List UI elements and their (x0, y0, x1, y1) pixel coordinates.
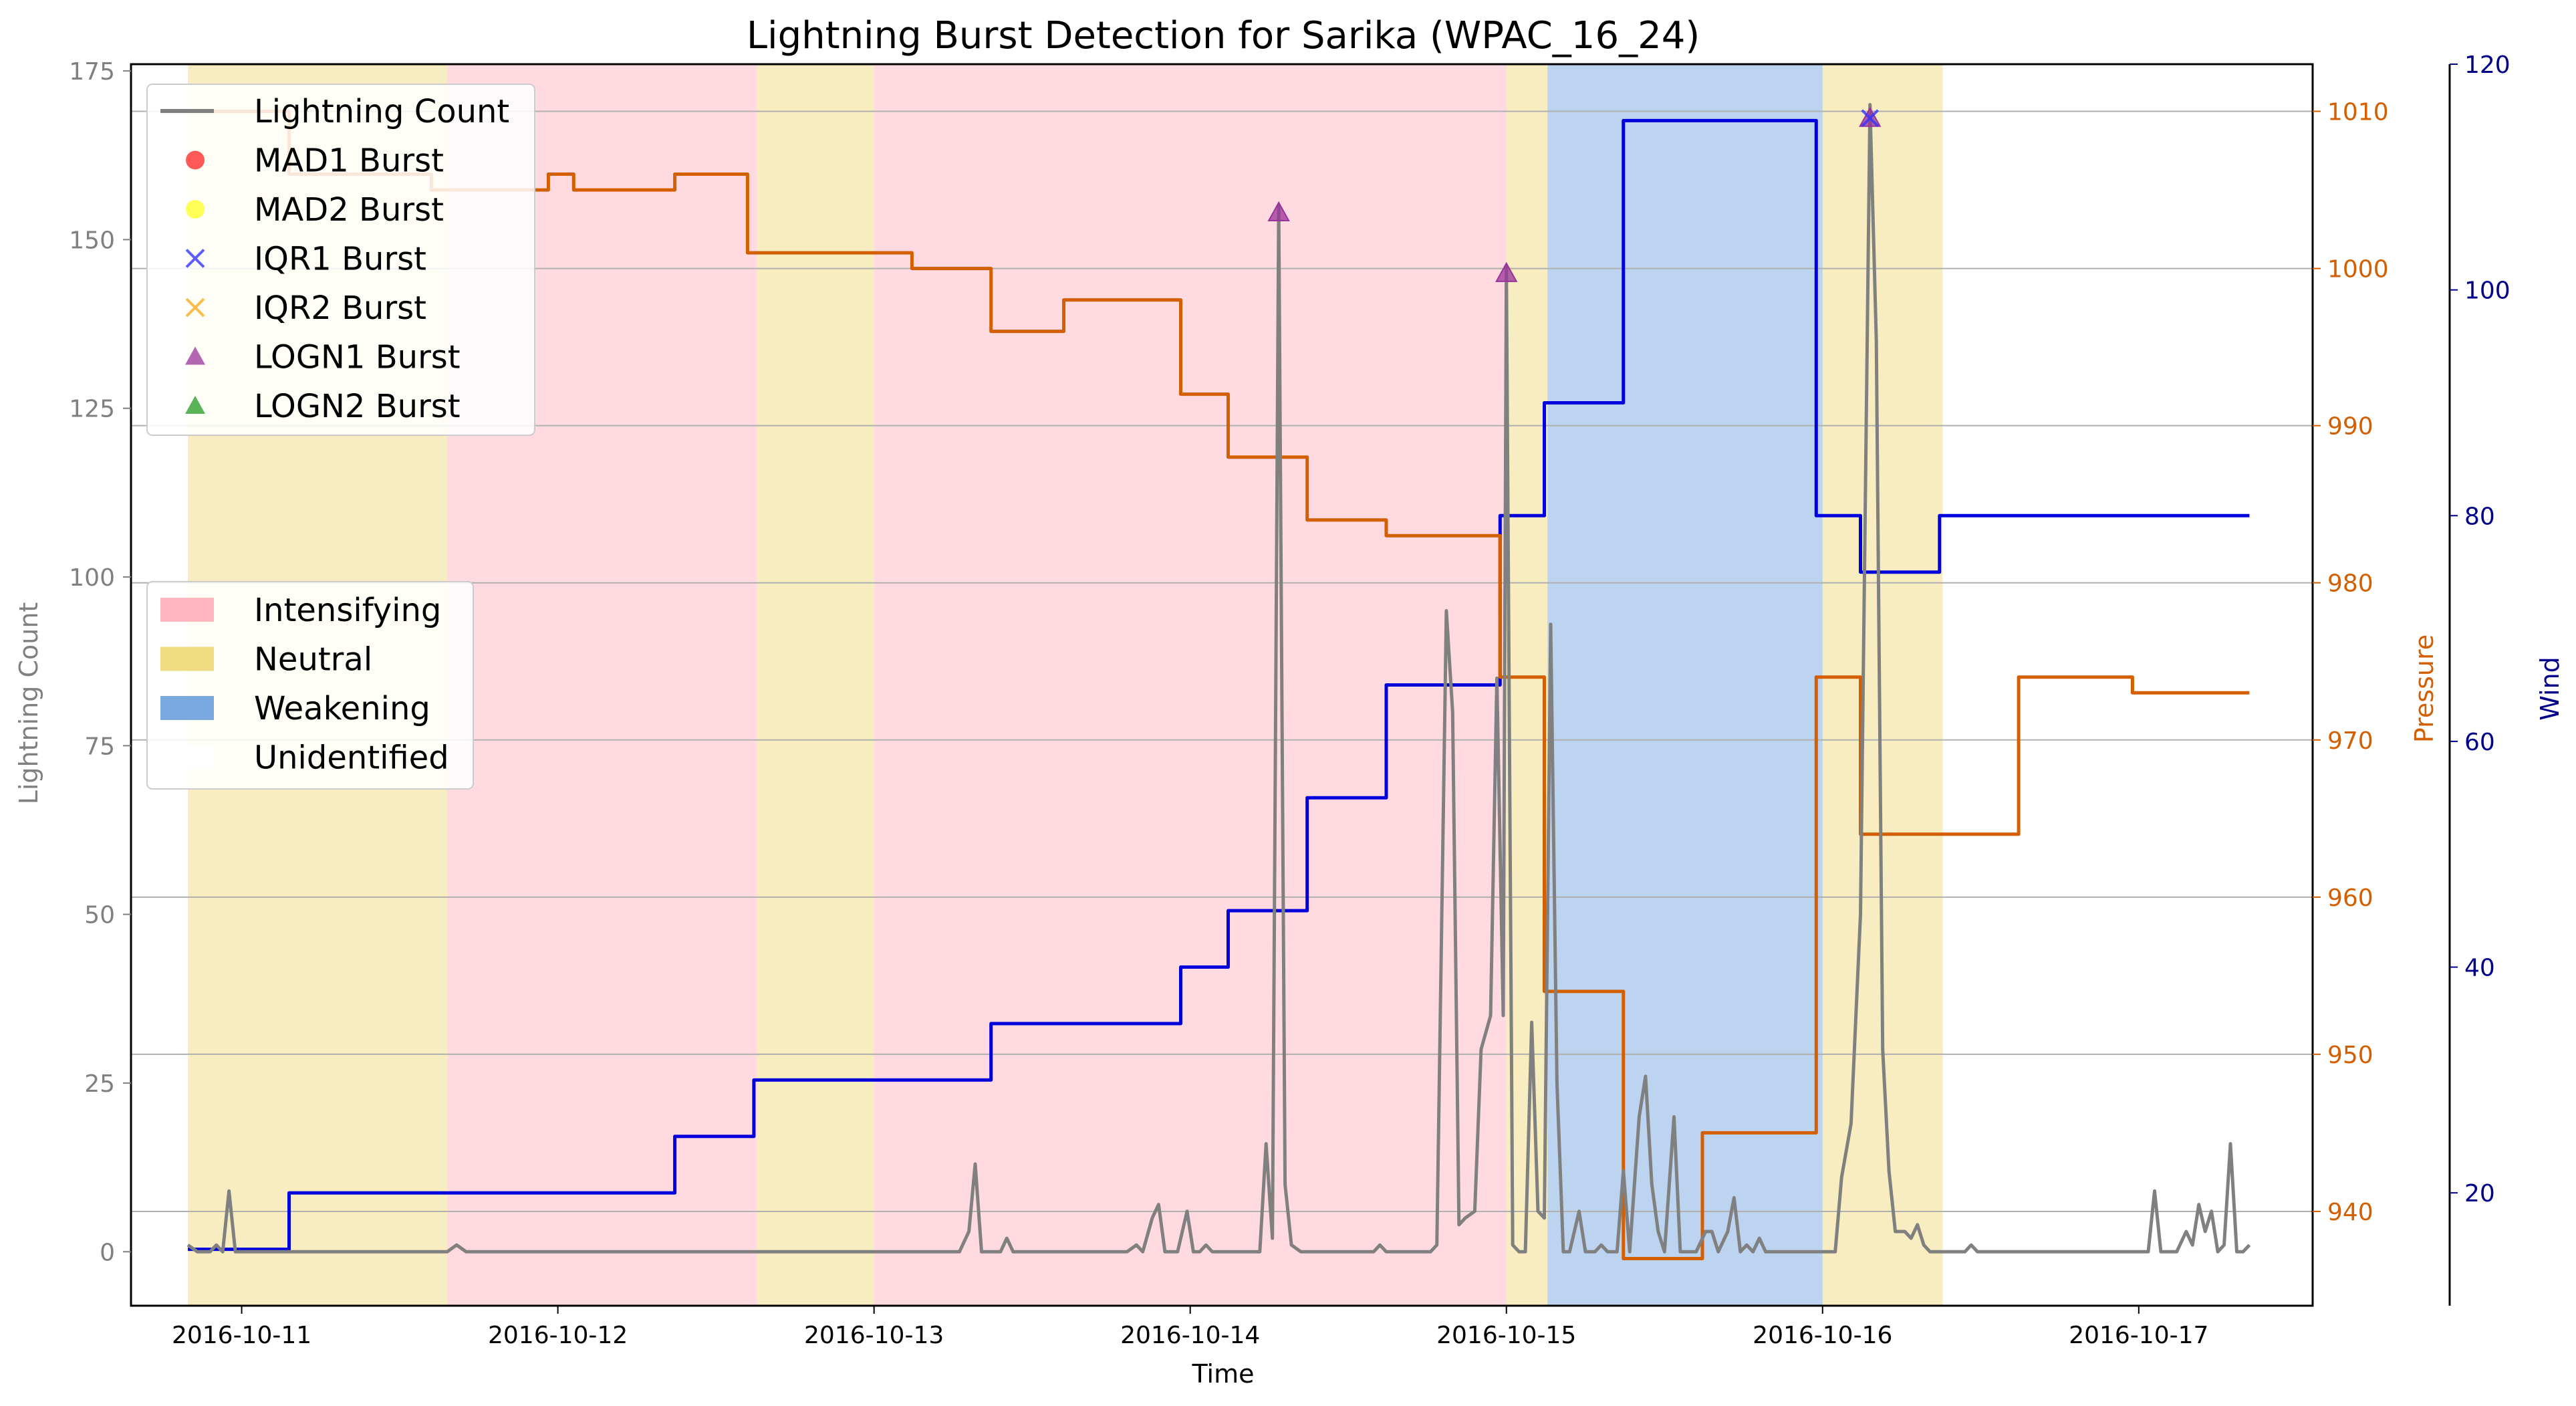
y-pressure-tick-label-980: 980 (2327, 570, 2373, 598)
x-tick-label-2016-10-16: 2016-10-16 (1753, 1322, 1892, 1349)
y-axis-label-lightning: Lightning Count (14, 602, 43, 805)
x-tick-label-2016-10-11: 2016-10-11 (172, 1322, 311, 1349)
y-wind-tick-label-80: 80 (2464, 503, 2495, 530)
y-left-tick-label-50: 50 (84, 902, 115, 929)
legend-swatch-mad1-burst (186, 150, 205, 170)
y-wind-tick-label-40: 40 (2464, 955, 2495, 982)
y-pressure-tick-label-950: 950 (2327, 1042, 2373, 1069)
y-wind-tick-label-120: 120 (2464, 51, 2510, 79)
legend-label-lightning-count: Lightning Count (254, 93, 509, 130)
burst-marker-iqr1-3 (1861, 109, 1880, 128)
y-pressure-tick-label-970: 970 (2327, 727, 2373, 755)
series-line-pressure (188, 110, 2250, 1260)
y-axis-label-pressure: Pressure (2410, 634, 2439, 743)
legend-label-iqr2-burst: IQR2 Burst (254, 289, 426, 327)
y-pressure-tick-label-1000: 1000 (2327, 256, 2389, 283)
phase-band-neutral-6 (1822, 64, 1943, 1306)
legend-label-intensifying: Intensifying (254, 592, 441, 629)
legend-swatch-iqr2-burst (185, 298, 205, 318)
legend-swatch-mad2-burst (186, 200, 205, 219)
legend-swatch-iqr1-burst (185, 249, 205, 268)
x-axis-label: Time (1192, 1359, 1255, 1389)
chart-title: Lightning Burst Detection for Sarika (WP… (747, 14, 1700, 57)
legend-label-mad2-burst: MAD2 Burst (254, 191, 444, 229)
legend-series: Lightning Count MAD1 Burst MAD2 Burst IQR1 … (146, 84, 535, 436)
legend-swatch-weakening (160, 696, 214, 720)
x-tick-label-2016-10-14: 2016-10-14 (1120, 1322, 1260, 1349)
x-tick-label-2016-10-13: 2016-10-13 (804, 1322, 944, 1349)
legend-swatch-unidentified (160, 745, 214, 770)
legend-label-neutral: Neutral (254, 641, 372, 679)
series-lines (186, 103, 2251, 1260)
y-left-tick-label-100: 100 (69, 564, 115, 592)
legend-swatch-logn2-burst (185, 396, 205, 414)
phase-band-neutral-2 (757, 64, 874, 1306)
plot-frame (130, 63, 2314, 1307)
burst-marker-logn1-1 (1495, 261, 1518, 282)
x-tick-label-2016-10-12: 2016-10-12 (488, 1322, 628, 1349)
y-wind-tick-label-20: 20 (2464, 1180, 2495, 1207)
legend-label-weakening: Weakening (254, 690, 430, 727)
x-tick-label-2016-10-15: 2016-10-15 (1436, 1322, 1576, 1349)
legend-label-iqr1-burst: IQR1 Burst (254, 241, 426, 278)
y-pressure-tick-label-940: 940 (2327, 1199, 2373, 1226)
legend-phases: Intensifying Neutral Weakening Unidentified (146, 581, 474, 790)
legend-label-mad1-burst: MAD1 Burst (254, 142, 444, 180)
burst-markers (1267, 106, 1882, 282)
y-axis-label-wind: Wind (2535, 657, 2565, 721)
y-left-tick-label-175: 175 (69, 58, 115, 86)
y-pressure-tick-label-1010: 1010 (2327, 99, 2389, 126)
x-tick-label-2016-10-17: 2016-10-17 (2069, 1322, 2208, 1349)
series-line-lightning-count (186, 103, 2251, 1254)
legend-label-logn2-burst: LOGN2 Burst (254, 388, 461, 425)
y-left-tick-label-0: 0 (100, 1239, 115, 1266)
y-wind-tick-label-100: 100 (2464, 277, 2510, 305)
y-left-tick-label-75: 75 (84, 733, 115, 760)
legend-label-unidentified: Unidentified (254, 739, 449, 777)
legend-series-box (146, 84, 535, 436)
y-left-tick-label-150: 150 (69, 227, 115, 254)
y-left-tick-label-25: 25 (84, 1070, 115, 1098)
axes: 2016-10-11 2016-10-12 2016-10-13 2016-10-14… (69, 51, 2510, 1349)
phase-band-weakening-5 (1547, 64, 1823, 1306)
y-wind-tick-label-60: 60 (2464, 729, 2495, 756)
legend-swatch-intensifying (160, 598, 214, 622)
series-line-wind (188, 118, 2250, 1252)
y-pressure-tick-label-990: 990 (2327, 413, 2373, 441)
legend-swatch-neutral (160, 647, 214, 671)
burst-marker-logn1-0 (1267, 201, 1290, 222)
legend-swatch-logn1-burst (185, 346, 205, 365)
legend-label-logn1-burst: LOGN1 Burst (254, 339, 461, 376)
legend-phases-box (146, 581, 474, 790)
y-left-tick-label-125: 125 (69, 396, 115, 423)
y-pressure-tick-label-960: 960 (2327, 885, 2373, 912)
